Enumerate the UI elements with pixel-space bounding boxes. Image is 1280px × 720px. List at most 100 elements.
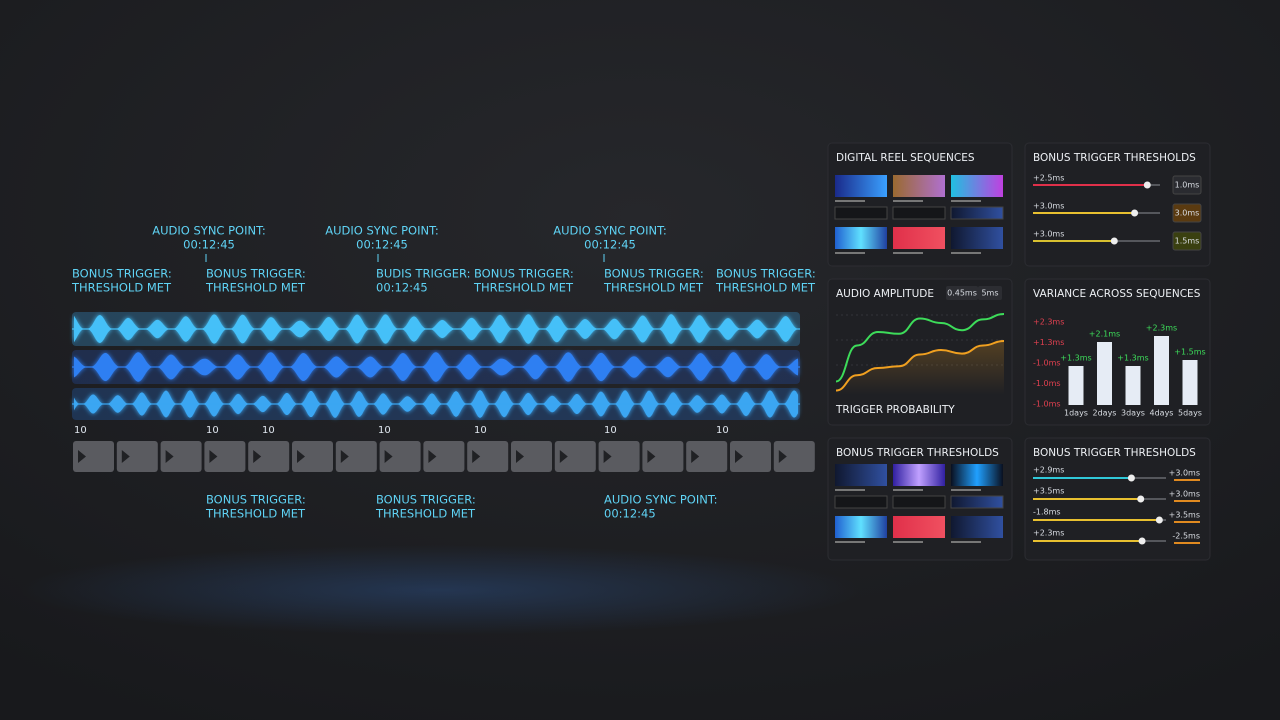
slider-value: -2.5ms xyxy=(1172,532,1200,541)
value-label: +1.5ms xyxy=(1174,348,1205,357)
play-icon xyxy=(384,450,393,463)
thumbnail xyxy=(893,464,945,486)
annotation: THRESHOLD MET xyxy=(205,281,306,295)
play-icon xyxy=(428,450,437,463)
slider-value: +3.0ms xyxy=(1169,469,1200,478)
y-label: +1.3ms xyxy=(1033,338,1064,347)
thumbnail xyxy=(951,175,1003,197)
slider-handle[interactable] xyxy=(1137,495,1145,503)
play-icon xyxy=(209,450,218,463)
slider-handle[interactable] xyxy=(1138,537,1146,545)
slider-label: +2.9ms xyxy=(1033,466,1064,475)
thumbnail-caption xyxy=(835,489,865,491)
slider-handle[interactable] xyxy=(1110,237,1118,245)
value-label: +2.1ms xyxy=(1089,330,1120,339)
thumbnail xyxy=(950,206,1004,220)
slider-handle[interactable] xyxy=(1131,209,1139,217)
x-tick-label: 4days xyxy=(1150,409,1174,418)
slider-label: +3.0ms xyxy=(1033,230,1064,239)
bar xyxy=(1182,360,1198,405)
play-icon xyxy=(778,450,787,463)
tab[interactable] xyxy=(946,286,978,300)
film-cell xyxy=(204,441,246,472)
panel-title: DIGITAL REEL SEQUENCES xyxy=(836,152,975,164)
slider-value: +3.0ms xyxy=(1169,490,1200,499)
film-cell xyxy=(686,441,728,472)
thumbnail-caption xyxy=(893,200,923,202)
annotation: AUDIO SYNC POINT: xyxy=(325,224,438,238)
line xyxy=(835,340,1005,392)
marker-label: 10 xyxy=(474,425,487,436)
slider-handle[interactable] xyxy=(1155,516,1163,524)
film-cell xyxy=(554,441,596,472)
value-label: +1.3ms xyxy=(1117,354,1148,363)
annotation: BUDIS TRIGGER: xyxy=(376,267,471,281)
annotation: BONUS TRIGGER: xyxy=(376,493,476,507)
annotation: THRESHOLD MET xyxy=(715,281,816,295)
film-cell xyxy=(335,441,377,472)
y-label: -1.0ms xyxy=(1033,400,1061,409)
film-cell xyxy=(292,441,333,472)
play-icon xyxy=(647,450,656,463)
slider-value: +3.5ms xyxy=(1169,511,1200,520)
film-cell xyxy=(73,441,114,472)
x-tick-label: 5days xyxy=(1178,409,1202,418)
marker-label: 10 xyxy=(262,425,275,436)
thumbnail xyxy=(835,516,887,538)
play-icon xyxy=(121,450,130,463)
marker-label: 10 xyxy=(604,425,617,436)
marker-label: 10 xyxy=(716,425,729,436)
play-icon xyxy=(253,450,262,463)
slider-label: +2.3ms xyxy=(1033,529,1064,538)
thumbnail-caption xyxy=(951,489,981,491)
panel xyxy=(1024,142,1211,267)
value-box xyxy=(1172,175,1202,195)
slider-value: 1.0ms xyxy=(1175,181,1200,190)
annotation: AUDIO SYNC POINT: xyxy=(553,224,666,238)
thumbnail-caption xyxy=(951,541,981,543)
annotation: AUDIO SYNC POINT: xyxy=(604,493,717,507)
value-box xyxy=(1172,203,1202,223)
film-cell xyxy=(773,441,815,472)
thumbnail xyxy=(951,464,1003,486)
thumbnail xyxy=(835,464,887,486)
thumbnail-caption xyxy=(835,252,865,254)
film-cell xyxy=(248,441,290,472)
slider-label: +3.5ms xyxy=(1033,487,1064,496)
annotation: AUDIO SYNC POINT: xyxy=(152,224,265,238)
annotation: 00:12:45 xyxy=(376,281,428,295)
thumbnail-caption xyxy=(835,200,865,202)
slider-handle[interactable] xyxy=(1127,474,1135,482)
thumbnail-caption xyxy=(951,252,981,254)
film-cell xyxy=(598,441,640,472)
play-icon xyxy=(559,450,568,463)
slider-label: +3.0ms xyxy=(1033,202,1064,211)
thumbnail xyxy=(835,175,887,197)
play-icon xyxy=(603,450,612,463)
slider-value: 3.0ms xyxy=(1175,209,1200,218)
thumbnail xyxy=(892,495,946,509)
play-icon xyxy=(297,450,305,463)
annotation: 00:12:45 xyxy=(356,238,408,252)
slider-label: +2.5ms xyxy=(1033,174,1064,183)
annotation: 00:12:45 xyxy=(584,238,636,252)
thumbnail xyxy=(951,516,1003,538)
x-tick-label: 1days xyxy=(1064,409,1088,418)
annotation: THRESHOLD MET xyxy=(375,507,476,521)
slider-label: -1.8ms xyxy=(1033,508,1061,517)
panel-title: VARIANCE ACROSS SEQUENCES xyxy=(1033,288,1201,300)
slider-handle[interactable] xyxy=(1143,181,1151,189)
marker-label: 10 xyxy=(206,425,219,436)
panel-title: BONUS TRIGGER THRESHOLDS xyxy=(1033,152,1196,164)
play-icon xyxy=(340,450,349,463)
line xyxy=(835,313,1005,383)
reflection xyxy=(20,545,860,635)
thumbnail xyxy=(950,495,1004,509)
bar xyxy=(1125,366,1141,405)
thumbnail xyxy=(893,516,945,538)
x-tick-label: 2days xyxy=(1093,409,1117,418)
bar xyxy=(1068,366,1084,405)
tab[interactable] xyxy=(978,286,1002,300)
annotation: THRESHOLD MET xyxy=(71,281,172,295)
